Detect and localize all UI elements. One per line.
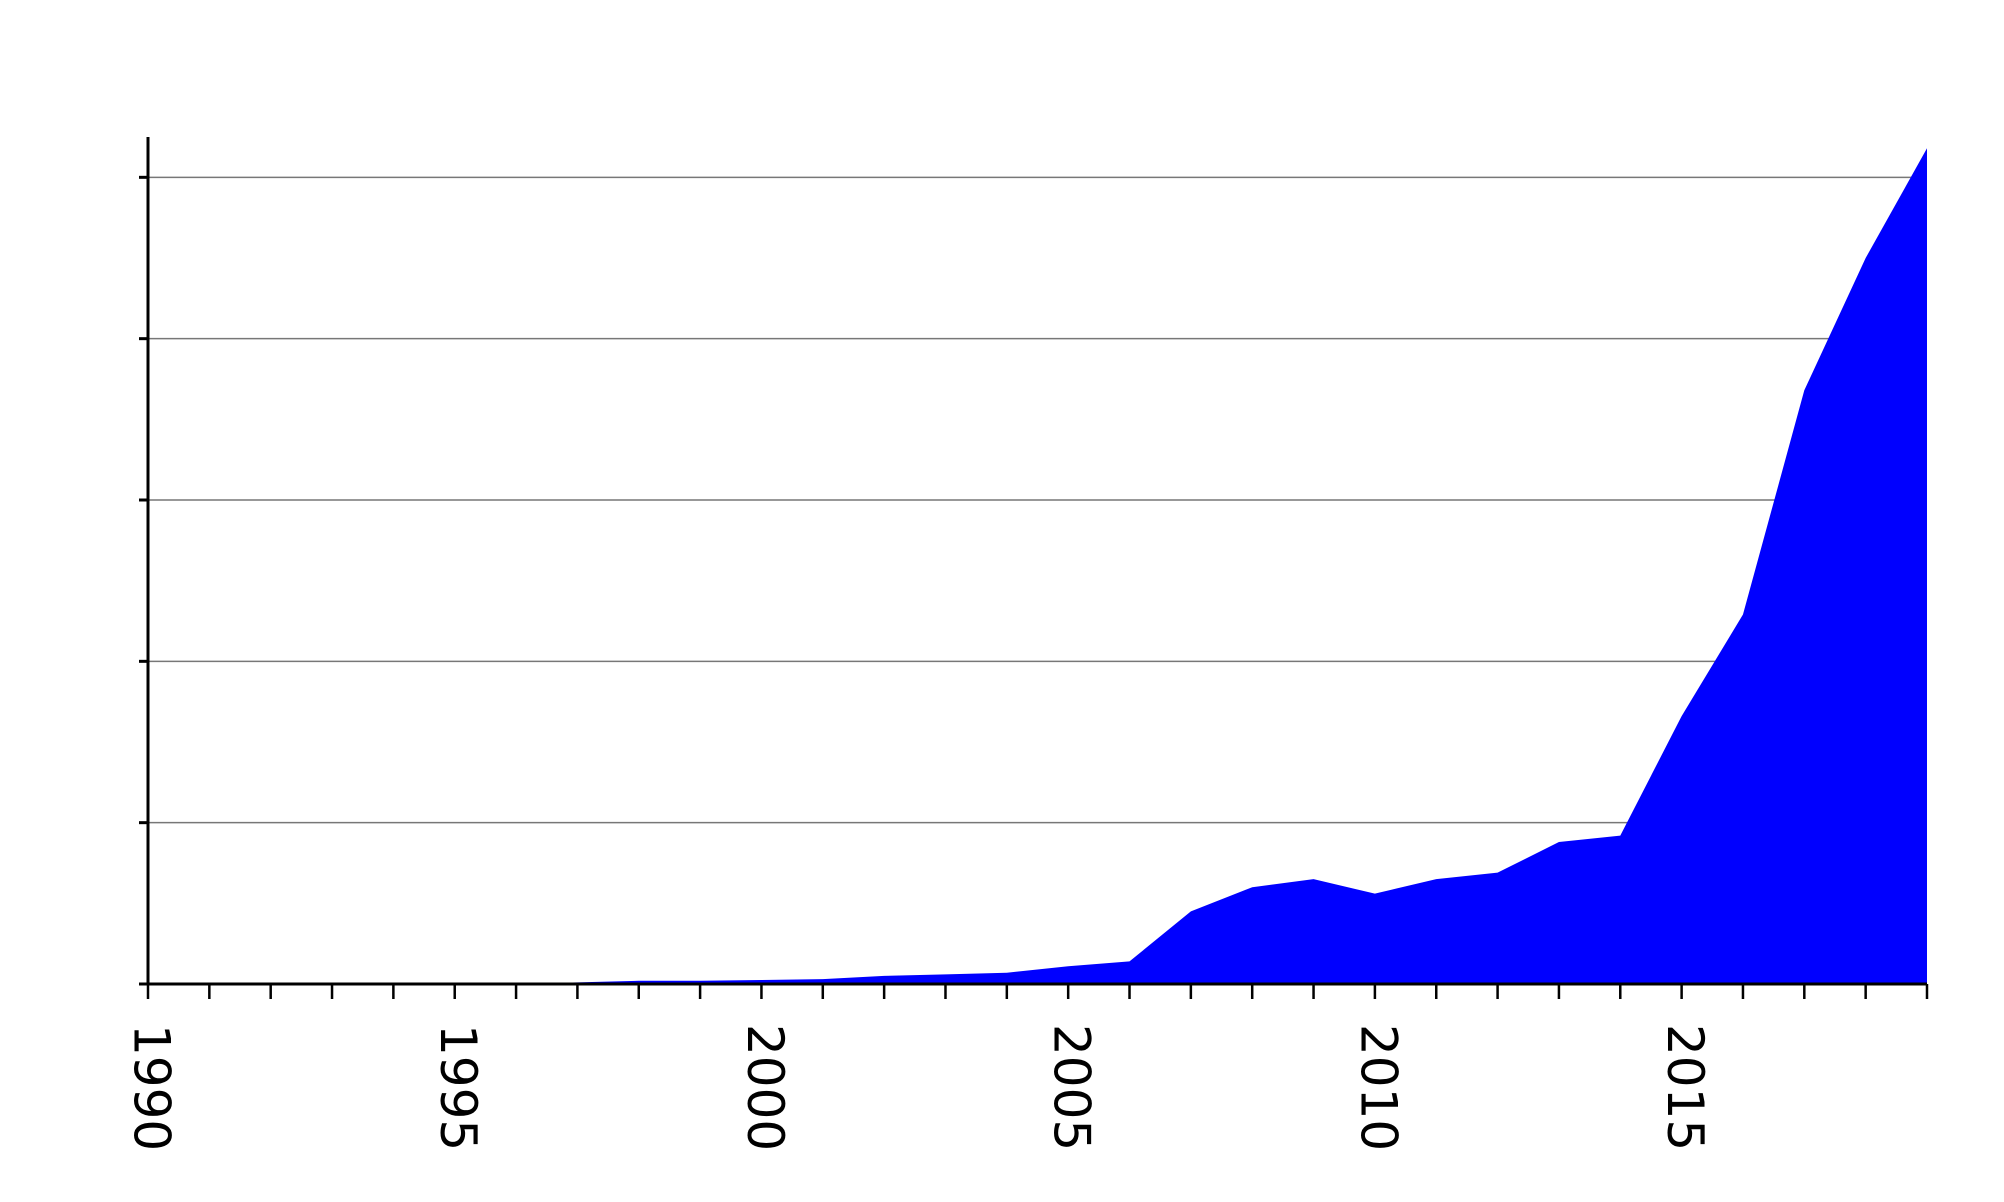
area [148, 148, 1927, 984]
x-tick-label: 2000 [736, 1024, 794, 1151]
x-tick-label: 2010 [1349, 1024, 1407, 1151]
x-tick-label: 2015 [1656, 1024, 1714, 1151]
x-tick-label: 1990 [123, 1024, 181, 1151]
x-tick-label: 2005 [1043, 1024, 1101, 1151]
x-tick-label: 1995 [429, 1024, 487, 1151]
